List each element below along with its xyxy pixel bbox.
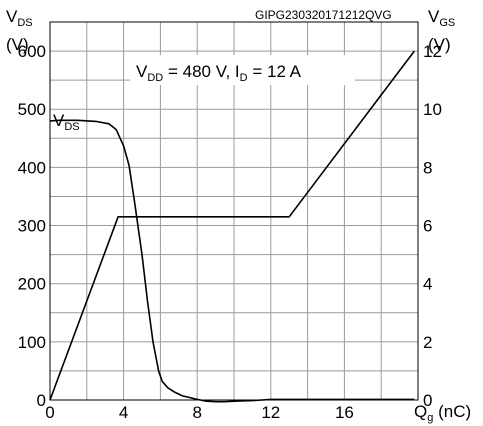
- series-layer: [49, 50, 415, 403]
- right-y-tick-label: 6: [423, 217, 432, 236]
- x-tick-label: 8: [192, 403, 201, 422]
- series-line-vgs: [49, 50, 415, 401]
- tick-labels: 0 4 8 12 16 0 100 200 300 400 500 600 0 2 4 6 8 10 12: [18, 42, 442, 422]
- series-line-vds: [49, 119, 415, 403]
- x-tick-label: 16: [335, 403, 354, 422]
- left-y-tick-label: 0: [37, 391, 46, 410]
- left-y-tick-label: 600: [18, 42, 46, 61]
- x-tick-label: 4: [119, 403, 128, 422]
- x-axis-title: Qg (nC): [414, 402, 471, 424]
- left-y-tick-label: 500: [18, 100, 46, 119]
- right-y-tick-label: 10: [423, 100, 442, 119]
- x-tick-label: 0: [45, 403, 54, 422]
- right-axis-unit: (V): [428, 35, 451, 54]
- condition-label-bg: [130, 55, 355, 85]
- reference-code: GIPG230320171212QVG: [255, 8, 392, 22]
- left-y-tick-label: 300: [18, 217, 46, 236]
- right-y-tick-label: 8: [423, 158, 432, 177]
- test-condition: VDD = 480 V, ID = 12 A: [136, 62, 302, 84]
- right-y-tick-label: 2: [423, 333, 432, 352]
- right-y-tick-label: 12: [423, 42, 442, 61]
- plot-frame: [49, 21, 419, 401]
- left-axis-symbol: VDS: [6, 7, 33, 29]
- right-axis-symbol: VGS: [428, 7, 455, 29]
- right-y-tick-label: 0: [423, 391, 432, 410]
- left-axis-unit: (V): [6, 35, 29, 54]
- left-y-tick-label: 100: [18, 333, 46, 352]
- vds-curve-label: VDS: [53, 111, 80, 133]
- right-y-tick-label: 4: [423, 275, 432, 294]
- left-y-tick-label: 200: [18, 275, 46, 294]
- x-tick-label: 12: [261, 403, 280, 422]
- left-y-tick-label: 400: [18, 158, 46, 177]
